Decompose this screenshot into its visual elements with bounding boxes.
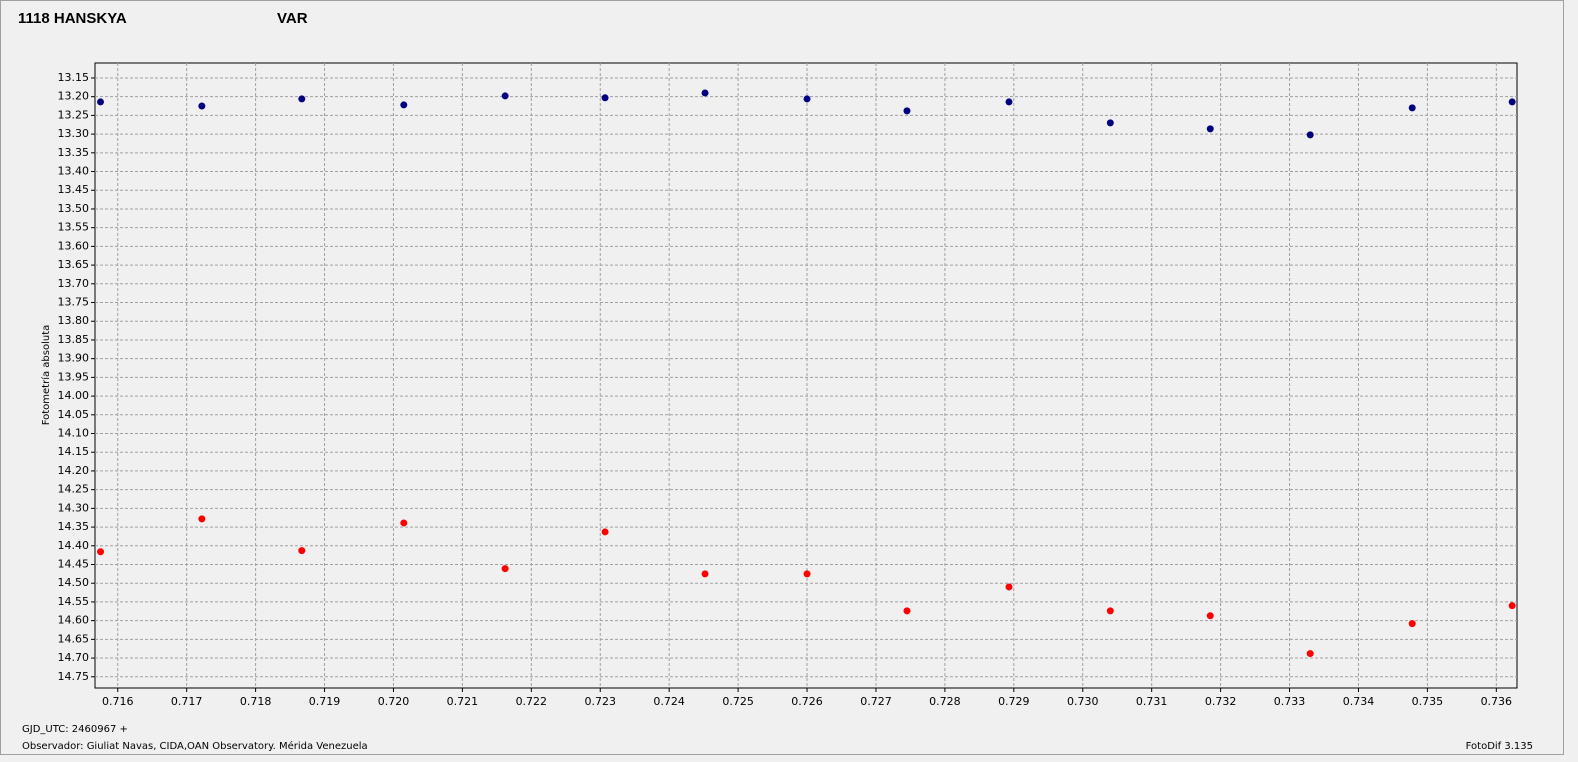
data-point: [501, 92, 509, 100]
y-tick-label: 13.40: [58, 165, 90, 178]
data-point: [1408, 104, 1416, 112]
data-point: [298, 547, 306, 555]
x-tick-label: 0.736: [1481, 695, 1513, 708]
y-tick-label: 14.70: [58, 651, 90, 664]
x-tick-label: 0.730: [1067, 695, 1099, 708]
y-tick-label: 14.20: [58, 464, 90, 477]
y-tick-label: 13.45: [58, 183, 90, 196]
x-tick-label: 0.724: [653, 695, 685, 708]
y-tick-label: 13.55: [58, 221, 90, 234]
x-tick-label: 0.720: [378, 695, 410, 708]
y-tick-label: 14.75: [58, 670, 90, 683]
footer-text: GJD_UTC: 2460967 +: [22, 724, 128, 735]
data-point: [1306, 650, 1314, 658]
data-point: [1508, 98, 1516, 106]
data-point: [198, 515, 206, 523]
legend-label: VAR: [277, 10, 308, 27]
data-point: [803, 95, 811, 103]
y-tick-label: 13.65: [58, 258, 90, 271]
y-tick-label: 14.25: [58, 483, 90, 496]
x-tick-label: 0.725: [722, 695, 754, 708]
x-tick-label: 0.728: [929, 695, 961, 708]
data-point: [198, 102, 206, 110]
data-point: [97, 98, 105, 106]
x-tick-label: 0.717: [171, 695, 203, 708]
plot-area: [94, 62, 1518, 689]
y-tick-label: 13.20: [58, 90, 90, 103]
data-point: [1508, 602, 1516, 610]
x-tick-label: 0.723: [584, 695, 616, 708]
y-tick-label: 13.70: [58, 277, 90, 290]
footer-text: FotoDif 3.135: [1466, 741, 1533, 752]
y-tick-label: 14.50: [58, 576, 90, 589]
data-point: [1206, 125, 1214, 133]
data-point: [1005, 98, 1013, 106]
data-point: [903, 107, 911, 115]
y-tick-label: 14.65: [58, 632, 90, 645]
y-tick-label: 13.90: [58, 352, 90, 365]
y-tick-label: 13.85: [58, 333, 90, 346]
x-tick-label: 0.727: [860, 695, 892, 708]
data-point: [601, 528, 609, 536]
y-tick-label: 13.15: [58, 71, 90, 84]
y-tick-label: 13.75: [58, 296, 90, 309]
y-tick-label: 13.80: [58, 314, 90, 327]
data-point: [298, 95, 306, 103]
x-tick-label: 0.731: [1136, 695, 1168, 708]
data-point: [903, 607, 911, 615]
data-point: [400, 101, 408, 109]
x-tick-label: 0.729: [998, 695, 1030, 708]
data-point: [1005, 583, 1013, 591]
data-point: [803, 570, 811, 578]
y-tick-label: 13.35: [58, 146, 90, 159]
y-tick-label: 13.50: [58, 202, 90, 215]
data-point: [1306, 131, 1314, 139]
y-tick-label: 13.95: [58, 370, 90, 383]
y-tick-label: 13.30: [58, 127, 90, 140]
data-point: [97, 548, 105, 556]
y-axis-label: Fotometría absoluta: [40, 325, 52, 426]
data-point: [501, 565, 509, 573]
y-tick-label: 13.25: [58, 108, 90, 121]
x-tick-label: 0.733: [1274, 695, 1306, 708]
x-tick-label: 0.734: [1343, 695, 1375, 708]
data-point: [1106, 607, 1114, 615]
y-tick-label: 14.40: [58, 539, 90, 552]
data-point: [701, 89, 709, 97]
x-tick-label: 0.735: [1412, 695, 1444, 708]
x-tick-label: 0.726: [791, 695, 823, 708]
data-point: [1206, 612, 1214, 620]
x-tick-label: 0.719: [309, 695, 341, 708]
y-tick-label: 14.30: [58, 501, 90, 514]
y-tick-label: 14.10: [58, 427, 90, 440]
y-tick-label: 13.60: [58, 239, 90, 252]
data-point: [1106, 119, 1114, 127]
y-tick-label: 14.15: [58, 445, 90, 458]
y-tick-label: 14.35: [58, 520, 90, 533]
x-tick-label: 0.732: [1205, 695, 1237, 708]
x-tick-label: 0.718: [240, 695, 272, 708]
y-tick-label: 14.60: [58, 614, 90, 627]
y-tick-label: 14.00: [58, 389, 90, 402]
legend-label: 1118 HANSKYA: [18, 10, 127, 27]
x-tick-label: 0.722: [516, 695, 548, 708]
x-tick-label: 0.721: [447, 695, 479, 708]
y-tick-label: 14.05: [58, 408, 90, 421]
data-point: [601, 94, 609, 102]
y-tick-label: 14.45: [58, 557, 90, 570]
data-point: [1408, 620, 1416, 628]
data-point: [400, 519, 408, 527]
x-tick-label: 0.716: [102, 695, 134, 708]
data-point: [701, 570, 709, 578]
footer-text: Observador: Giuliat Navas, CIDA,OAN Obse…: [22, 740, 368, 752]
y-tick-label: 14.55: [58, 595, 90, 608]
